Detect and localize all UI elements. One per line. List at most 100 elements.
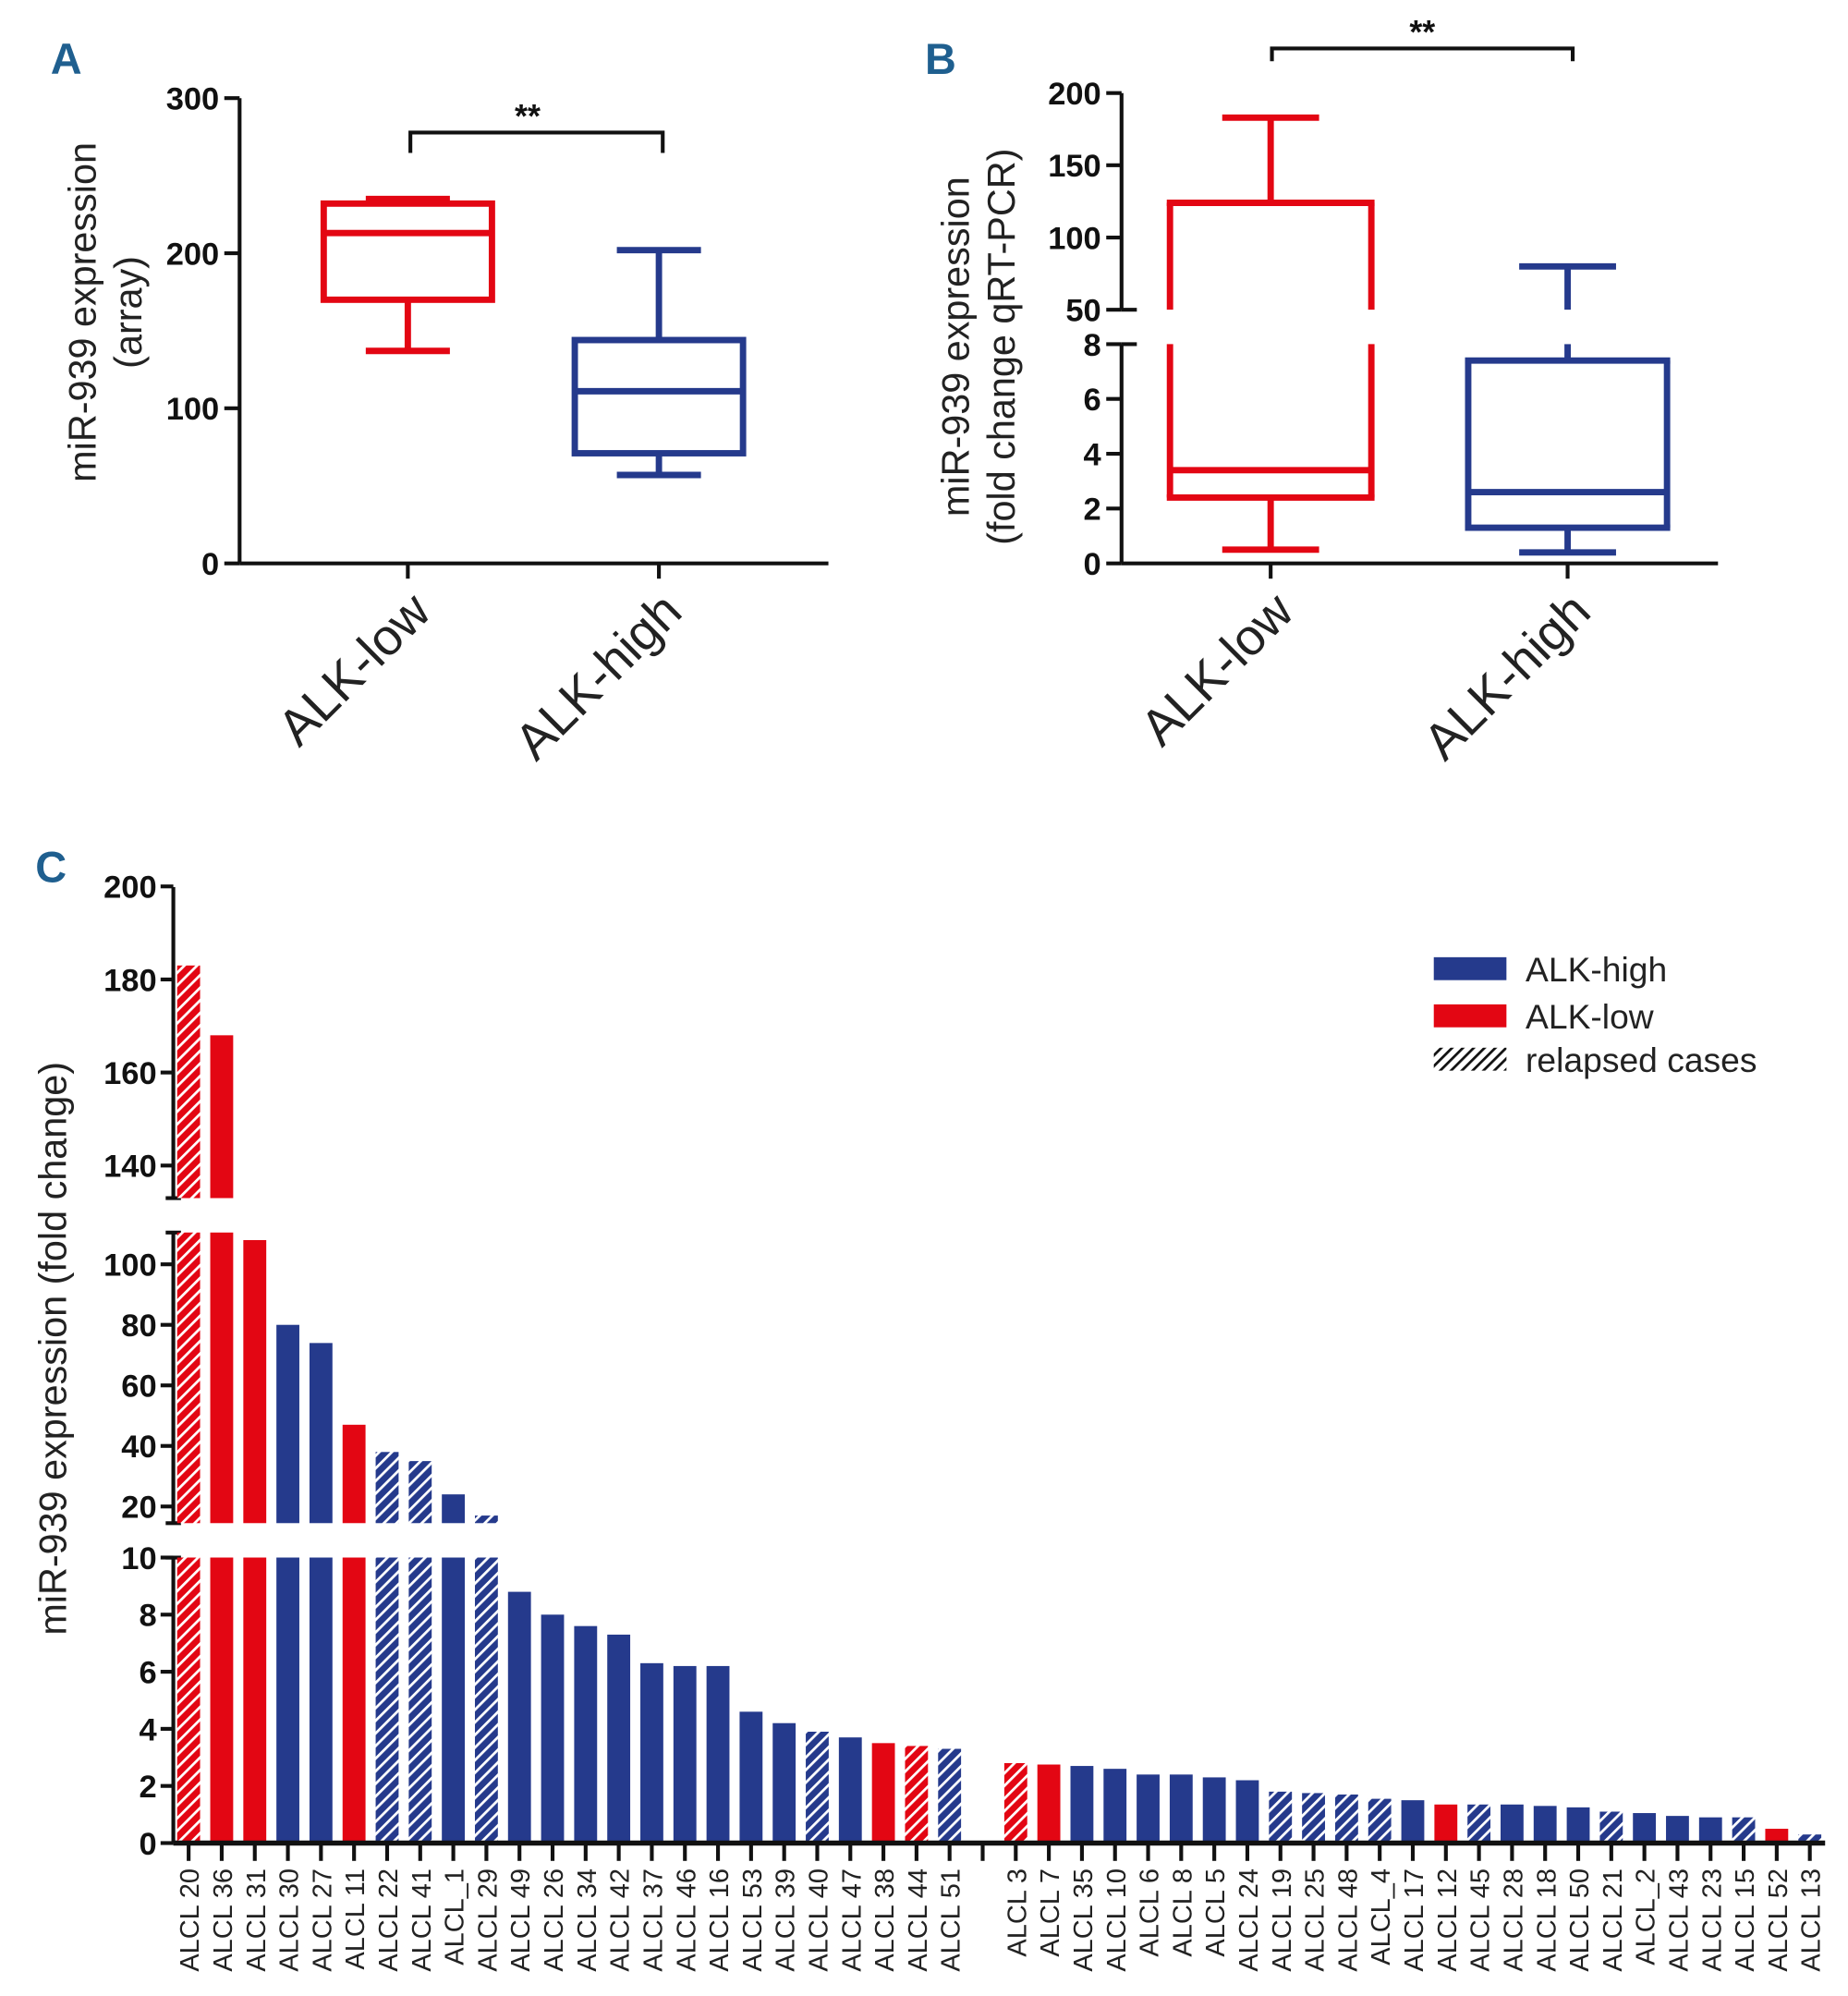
y-axis-label: miR-939 expression (fold change) xyxy=(32,1062,75,1636)
x-tick-label: ALCL 47 xyxy=(837,1868,867,1972)
bar-segment xyxy=(507,1591,531,1844)
bar-segment xyxy=(375,1452,399,1524)
y-tick-label: 100 xyxy=(103,1248,157,1284)
y-tick-label: 20 xyxy=(121,1491,156,1526)
x-tick-label: ALCL 15 xyxy=(1731,1868,1760,1972)
bar-segment xyxy=(673,1665,697,1844)
y-axis-label-line: miR-939 expression xyxy=(934,176,977,517)
bar-segment xyxy=(474,1515,498,1524)
panel-a: A 0 100 200 300 miR-939 expression (array) ALK-… xyxy=(51,35,829,771)
bars xyxy=(176,965,1822,1844)
box-ALK-high xyxy=(1465,262,1671,556)
x-tick-label: ALCL 34 xyxy=(573,1868,602,1972)
y-tick-label: 100 xyxy=(166,392,220,427)
y-axis-label-line: (fold change qRT-PCR) xyxy=(980,149,1023,545)
bar-ALCL-39 xyxy=(772,1722,796,1844)
x-tick-label: ALCL 25 xyxy=(1301,1868,1331,1972)
bar-ALCL-43 xyxy=(1666,1816,1689,1844)
significance-bracket xyxy=(408,130,665,153)
x-tick-label: ALCL 37 xyxy=(638,1868,668,1972)
bar-segment xyxy=(408,1557,432,1844)
bar-segment xyxy=(541,1614,565,1844)
x-tick-label: ALCL 6 xyxy=(1136,1868,1165,1957)
bar-segment xyxy=(276,1557,299,1844)
x-tick-label: ALCL 5 xyxy=(1201,1868,1231,1957)
x-tick-label: ALCL 39 xyxy=(772,1868,801,1972)
bar-ALCL-53 xyxy=(739,1711,763,1844)
bar-segment xyxy=(176,965,201,1199)
x-tick-label: ALCL 30 xyxy=(275,1868,305,1972)
bar-ALCL-49 xyxy=(507,1591,531,1844)
bar-ALCL-24 xyxy=(1235,1780,1259,1844)
bar-segment xyxy=(176,1232,201,1524)
bar-ALCL-11 xyxy=(342,1424,366,1844)
bar-ALCL-41 xyxy=(408,1461,432,1844)
bar-ALCL-51 xyxy=(938,1748,962,1844)
box-iqr xyxy=(320,200,495,303)
y-axis-label: miR-939 expression (array) xyxy=(61,142,150,482)
bar-segment xyxy=(1566,1807,1590,1844)
bar-ALCL-2 xyxy=(1633,1813,1657,1844)
y-tick-label: 4 xyxy=(1084,437,1101,472)
bar-segment xyxy=(1732,1817,1756,1844)
x-tick-label: ALCL 12 xyxy=(1433,1868,1463,1972)
y-tick-label: 6 xyxy=(139,1656,156,1691)
bar-ALCL-26 xyxy=(541,1614,565,1844)
y-tick-label: 100 xyxy=(1048,221,1101,256)
bar-segment xyxy=(442,1494,466,1524)
bar-segment xyxy=(1467,1804,1491,1844)
legend-label: ALK-high xyxy=(1526,950,1667,989)
y-axis-label-line: (array) xyxy=(107,256,150,369)
bar-ALCL-5 xyxy=(1202,1777,1226,1844)
bar-segment xyxy=(309,1343,333,1524)
y-tick-label: 40 xyxy=(121,1430,156,1465)
bar-ALCL-12 xyxy=(1434,1804,1458,1844)
bar-ALCL-8 xyxy=(1169,1774,1193,1844)
x-tick-label: ALCL 7 xyxy=(1036,1868,1065,1957)
x-tick-label: ALCL 48 xyxy=(1333,1868,1363,1972)
panel-label: C xyxy=(35,843,67,891)
bar-segment xyxy=(1003,1762,1027,1844)
bar-ALCL-44 xyxy=(905,1746,929,1844)
bar-ALCL-7 xyxy=(1037,1764,1061,1844)
x-tick-label: ALCL 19 xyxy=(1268,1868,1297,1972)
x-tick-label: ALCL 17 xyxy=(1400,1868,1429,1972)
bar-segment xyxy=(1137,1774,1160,1844)
legend-swatch-red xyxy=(1433,1004,1507,1028)
bar-segment xyxy=(1169,1774,1193,1844)
bar-ALCL-31 xyxy=(243,1239,267,1844)
bar-ALCL-40 xyxy=(806,1731,829,1844)
bar-segment xyxy=(1269,1791,1293,1844)
bar-segment xyxy=(1037,1764,1061,1844)
bar-ALCL-27 xyxy=(309,1343,333,1844)
x-tick-label: ALCL 29 xyxy=(473,1868,503,1972)
bar-segment xyxy=(442,1557,466,1844)
x-category-label: ALK-low xyxy=(266,581,441,756)
bar-segment xyxy=(1765,1829,1789,1844)
bar-segment xyxy=(243,1557,267,1844)
x-tick-label: ALCL 40 xyxy=(805,1868,834,1972)
significance-bracket xyxy=(1270,46,1575,62)
bar-segment xyxy=(905,1746,929,1844)
bar-segment xyxy=(1401,1800,1425,1844)
x-tick-label: ALCL_2 xyxy=(1632,1868,1661,1966)
y-tick-label: 200 xyxy=(1048,77,1101,112)
box-ALK-low xyxy=(320,195,495,355)
bar-ALCL-16 xyxy=(706,1665,730,1844)
bar-ALCL-10 xyxy=(1103,1769,1127,1844)
x-tick-label: ALCL 16 xyxy=(705,1868,735,1972)
bar-ALCL-1 xyxy=(442,1494,466,1844)
bar-ALCL-35 xyxy=(1070,1766,1094,1844)
y-tick-label: 10 xyxy=(121,1541,156,1576)
bar-segment xyxy=(1798,1834,1822,1844)
bar-segment xyxy=(1302,1793,1325,1844)
bar-segment xyxy=(1103,1769,1127,1844)
bar-segment xyxy=(607,1634,631,1844)
bar-ALCL-18 xyxy=(1533,1806,1557,1844)
bar-ALCL-23 xyxy=(1698,1817,1722,1844)
x-tick-label: ALCL 10 xyxy=(1102,1868,1132,1972)
y-tick-label: 150 xyxy=(1048,149,1101,184)
y-tick-label: 200 xyxy=(103,870,157,906)
box-ALK-low xyxy=(1166,114,1375,554)
significance-label: ** xyxy=(515,98,541,135)
